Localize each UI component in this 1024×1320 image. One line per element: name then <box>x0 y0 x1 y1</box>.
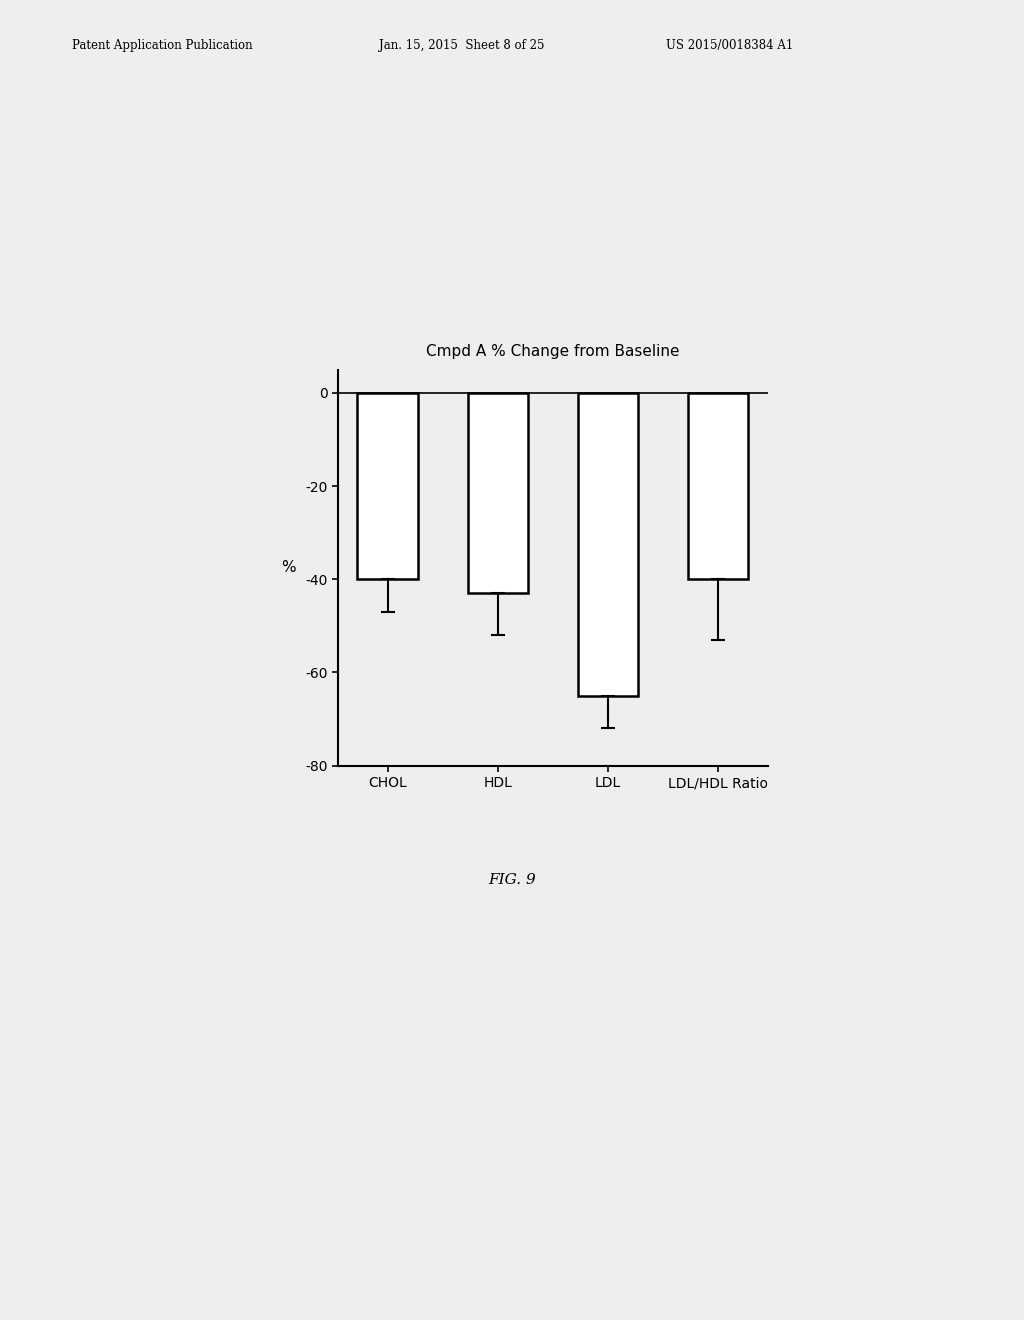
Bar <box>357 393 418 579</box>
Title: Cmpd A % Change from Baseline: Cmpd A % Change from Baseline <box>426 343 680 359</box>
Bar <box>688 393 749 579</box>
Text: FIG. 9: FIG. 9 <box>488 874 536 887</box>
Text: US 2015/0018384 A1: US 2015/0018384 A1 <box>666 38 793 51</box>
Bar <box>578 393 638 696</box>
Text: Jan. 15, 2015  Sheet 8 of 25: Jan. 15, 2015 Sheet 8 of 25 <box>379 38 545 51</box>
Y-axis label: %: % <box>281 560 296 576</box>
Text: Patent Application Publication: Patent Application Publication <box>72 38 252 51</box>
Bar <box>468 393 528 593</box>
